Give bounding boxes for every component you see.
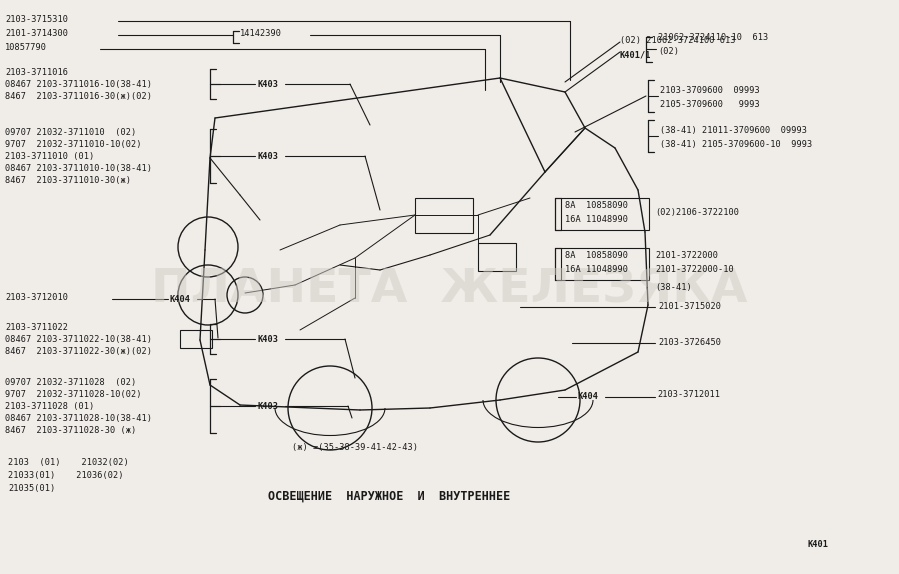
Bar — [180, 330, 212, 348]
Text: (02): (02) — [658, 47, 679, 56]
Text: 10857790: 10857790 — [5, 43, 47, 52]
Text: 2101-3715020: 2101-3715020 — [658, 302, 721, 311]
Text: 21035(01): 21035(01) — [8, 484, 55, 493]
Text: К403: К403 — [257, 402, 278, 411]
Text: 09707 21032-3711028  (02): 09707 21032-3711028 (02) — [5, 378, 137, 387]
Text: К401/1: К401/1 — [620, 50, 652, 59]
Text: 8467  2103-3711022-30(ж)(02): 8467 2103-3711022-30(ж)(02) — [5, 347, 152, 356]
Text: 2101-3722000: 2101-3722000 — [655, 251, 718, 260]
Text: (ж) =(35-38-39-41-42-43): (ж) =(35-38-39-41-42-43) — [292, 443, 418, 452]
Text: 2101-3714300: 2101-3714300 — [5, 29, 68, 38]
Text: (02)2106-3722100: (02)2106-3722100 — [655, 208, 739, 217]
Text: ОСВЕЩЕНИЕ  НАРУЖНОЕ  И  ВНУТРЕННЕЕ: ОСВЕЩЕНИЕ НАРУЖНОЕ И ВНУТРЕННЕЕ — [268, 490, 511, 503]
Text: 2103-3709600  09993: 2103-3709600 09993 — [660, 86, 760, 95]
Text: (38-41) 21011-3709600  09993: (38-41) 21011-3709600 09993 — [660, 126, 807, 135]
Text: (02) 21062-3724100 613: (02) 21062-3724100 613 — [620, 36, 735, 45]
Text: К401: К401 — [808, 540, 829, 549]
Text: 09707 21032-3711010  (02): 09707 21032-3711010 (02) — [5, 128, 137, 137]
Text: 2103-3715310: 2103-3715310 — [5, 15, 68, 24]
Text: 2105-3709600   9993: 2105-3709600 9993 — [660, 100, 760, 109]
Text: К404: К404 — [170, 295, 191, 304]
Text: 08467 2103-3711028-10(38-41): 08467 2103-3711028-10(38-41) — [5, 414, 152, 423]
Text: К403: К403 — [257, 80, 278, 89]
Text: 2103-3712011: 2103-3712011 — [657, 390, 720, 399]
Text: 2103-3711022: 2103-3711022 — [5, 323, 68, 332]
Text: ПЛАНЕТА  ЖЕЛЕЗЯКА: ПЛАНЕТА ЖЕЛЕЗЯКА — [151, 267, 747, 312]
Text: К403: К403 — [257, 152, 278, 161]
Text: 16А 11048990: 16А 11048990 — [565, 265, 628, 274]
Text: 2103-3711010 (01): 2103-3711010 (01) — [5, 152, 94, 161]
Bar — [561, 248, 649, 280]
Text: 9707  21032-3711010-10(02): 9707 21032-3711010-10(02) — [5, 140, 141, 149]
Bar — [415, 198, 473, 233]
Text: 08467 2103-3711010-10(38-41): 08467 2103-3711010-10(38-41) — [5, 164, 152, 173]
Text: 2103-3712010: 2103-3712010 — [5, 293, 68, 302]
Text: 2103-3726450: 2103-3726450 — [658, 338, 721, 347]
Text: К403: К403 — [257, 335, 278, 344]
Text: 21062-3724110-10  613: 21062-3724110-10 613 — [658, 33, 769, 42]
Text: 21033(01)    21036(02): 21033(01) 21036(02) — [8, 471, 123, 480]
Text: 2103-3711028 (01): 2103-3711028 (01) — [5, 402, 94, 411]
Text: К404: К404 — [578, 392, 599, 401]
Text: 08467 2103-3711022-10(38-41): 08467 2103-3711022-10(38-41) — [5, 335, 152, 344]
Bar — [561, 198, 649, 230]
Text: 08467 2103-3711016-10(38-41): 08467 2103-3711016-10(38-41) — [5, 80, 152, 89]
Text: 9707  21032-3711028-10(02): 9707 21032-3711028-10(02) — [5, 390, 141, 399]
Bar — [478, 243, 516, 271]
Text: 8А  10858090: 8А 10858090 — [565, 251, 628, 260]
Text: 8467  2103-3711016-30(ж)(02): 8467 2103-3711016-30(ж)(02) — [5, 92, 152, 101]
Text: 2103-3711016: 2103-3711016 — [5, 68, 68, 77]
Text: 2103  (01)    21032(02): 2103 (01) 21032(02) — [8, 458, 129, 467]
Text: 8А  10858090: 8А 10858090 — [565, 201, 628, 210]
Text: 8467  2103-3711028-30 (ж): 8467 2103-3711028-30 (ж) — [5, 426, 137, 435]
Text: 14142390: 14142390 — [240, 29, 282, 38]
Text: (38-41) 2105-3709600-10  9993: (38-41) 2105-3709600-10 9993 — [660, 140, 813, 149]
Text: 8467  2103-3711010-30(ж): 8467 2103-3711010-30(ж) — [5, 176, 131, 185]
Text: 2101-3722000-10: 2101-3722000-10 — [655, 265, 734, 274]
Text: 16А 11048990: 16А 11048990 — [565, 215, 628, 224]
Text: (38-41): (38-41) — [655, 283, 691, 292]
